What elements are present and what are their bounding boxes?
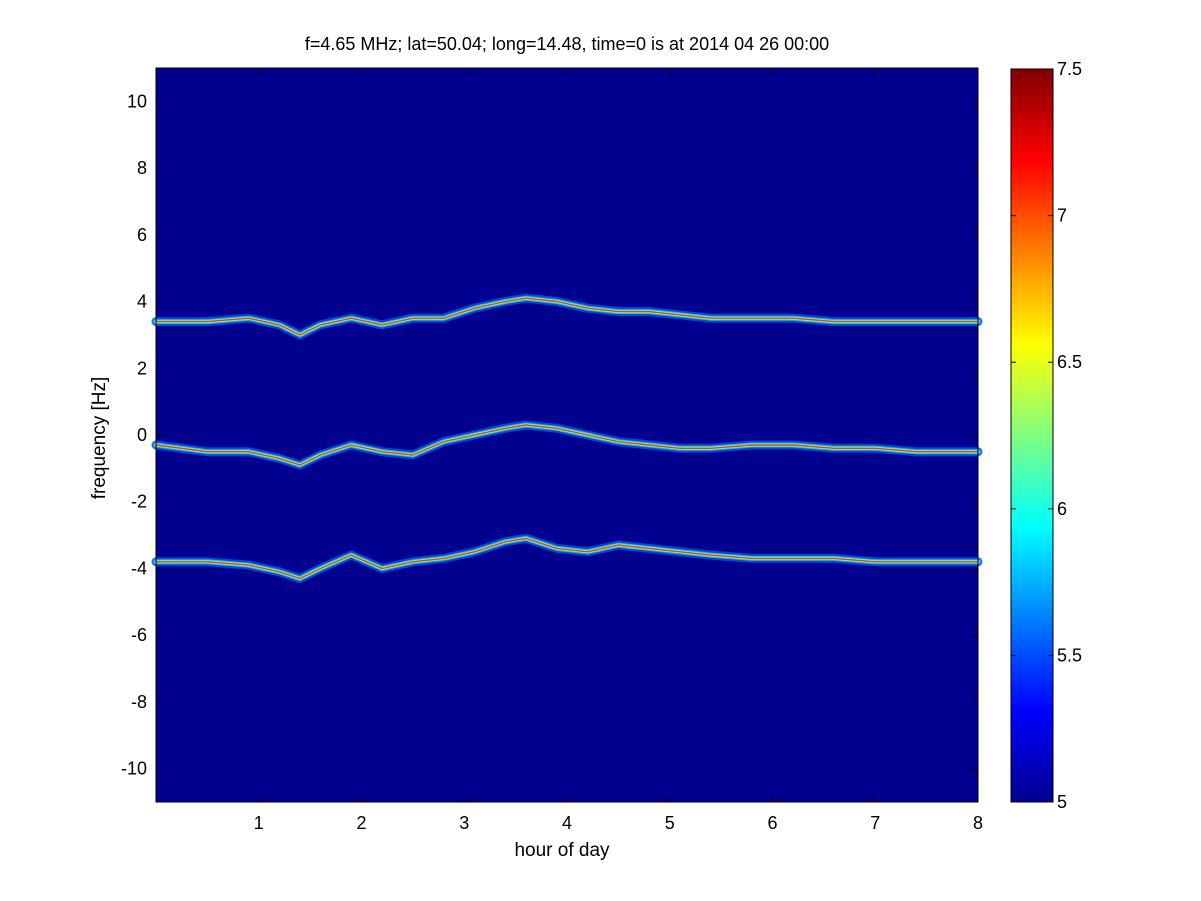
y-tick-label: 6 (137, 225, 147, 245)
trace-upper (155, 297, 979, 336)
y-tick-label: 0 (137, 425, 147, 445)
y-tick-label: 4 (137, 292, 147, 312)
x-tick-label: 4 (562, 813, 572, 833)
y-tick-label: -4 (131, 558, 147, 578)
x-tick-label: 7 (870, 813, 880, 833)
x-axis: 1 2 3 4 5 6 7 8 (254, 68, 983, 833)
x-tick-label: 3 (459, 813, 469, 833)
x-tick-label: 6 (767, 813, 777, 833)
chart-title: f=4.65 MHz; lat=50.04; long=14.48, time=… (305, 34, 829, 54)
y-tick-label: -6 (131, 625, 147, 645)
colorbar-ticks: 7.5 7 6.5 6 5.5 5 (1011, 59, 1082, 812)
y-tick-label: 2 (137, 358, 147, 378)
trace-middle (155, 424, 979, 466)
colorbar-tick-label: 7 (1057, 206, 1067, 226)
plot-area (151, 67, 983, 803)
x-tick-label: 2 (356, 813, 366, 833)
colorbar-tick-label: 6 (1057, 499, 1067, 519)
y-axis: 10 8 6 4 2 0 -2 -4 -6 -8 -10 (121, 91, 978, 779)
y-tick-label: 8 (137, 158, 147, 178)
y-tick-label: 10 (127, 91, 147, 111)
y-tick-label: -10 (121, 759, 147, 779)
y-tick-label: -8 (131, 692, 147, 712)
colorbar: 7.5 7 6.5 6 5.5 5 (1010, 59, 1082, 812)
x-axis-label: hour of day (514, 840, 610, 861)
colorbar-tick-label: 5.5 (1057, 645, 1082, 665)
spectral-traces (151, 293, 983, 583)
trace-lower (155, 537, 979, 580)
y-tick-label: -2 (131, 492, 147, 512)
colorbar-tick-label: 7.5 (1057, 59, 1082, 79)
colorbar-tick-label: 5 (1057, 792, 1067, 812)
colorbar-tick-label: 6.5 (1057, 352, 1082, 372)
x-tick-label: 5 (665, 813, 675, 833)
x-tick-label: 8 (973, 813, 983, 833)
colorbar-gradient (1010, 68, 1054, 803)
x-tick-label: 1 (254, 813, 264, 833)
y-axis-label: frequency [Hz] (89, 377, 110, 500)
